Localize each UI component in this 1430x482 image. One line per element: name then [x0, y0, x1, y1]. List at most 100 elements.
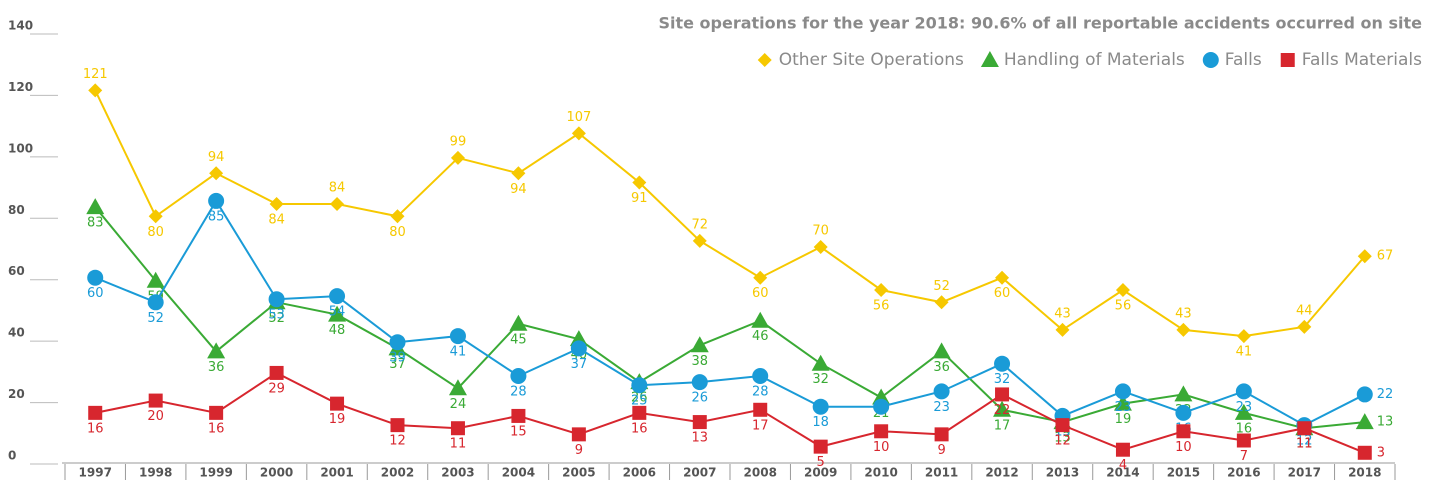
square-marker — [511, 408, 526, 423]
square-marker — [813, 439, 828, 454]
triangle-marker — [509, 314, 528, 331]
x-tick-label: 2001 — [320, 466, 353, 480]
legend-label: Other Site Operations — [779, 50, 964, 70]
data-label: 121 — [83, 67, 108, 82]
data-label: 91 — [631, 191, 648, 206]
data-label: 94 — [208, 150, 225, 165]
data-label: 17 — [752, 418, 769, 433]
data-label: 10 — [873, 440, 890, 455]
data-label: 60 — [87, 286, 104, 301]
data-label: 80 — [147, 225, 164, 240]
data-label: 37 — [571, 357, 588, 372]
y-tick-label: 80 — [8, 203, 25, 217]
circle-marker — [510, 368, 527, 384]
x-tick-label: 2008 — [744, 466, 777, 480]
data-label: 46 — [752, 329, 769, 344]
data-label: 60 — [752, 286, 769, 301]
data-label: 99 — [450, 134, 467, 149]
square-marker — [148, 393, 163, 408]
data-label: 16 — [1236, 421, 1253, 436]
square-marker — [1055, 418, 1070, 433]
x-tick-label: 2018 — [1348, 466, 1381, 480]
circle-marker — [147, 294, 164, 311]
square-marker — [1236, 433, 1251, 448]
data-label: 22 — [1377, 387, 1394, 402]
diamond-marker — [330, 197, 345, 211]
square-marker — [571, 427, 586, 442]
data-label: 83 — [87, 216, 104, 231]
legend-label: Falls — [1225, 50, 1262, 70]
x-tick-label: 2000 — [260, 466, 293, 480]
square-marker — [632, 405, 647, 420]
data-label: 44 — [1296, 303, 1313, 318]
data-label: 7 — [1240, 449, 1248, 464]
diamond-marker — [813, 240, 828, 254]
circle-marker — [933, 383, 950, 400]
x-tick-label: 2004 — [502, 466, 535, 480]
triangle-marker — [207, 342, 226, 359]
diamond-marker — [209, 166, 224, 181]
x-tick-label: 2005 — [562, 466, 595, 480]
x-tick-label: 2006 — [623, 466, 656, 480]
legend-marker — [1280, 53, 1295, 67]
data-label: 84 — [329, 181, 346, 196]
triangle-marker — [1234, 403, 1253, 420]
x-tick-label: 2012 — [985, 466, 1018, 480]
data-label: 16 — [208, 421, 225, 436]
circle-marker — [691, 374, 708, 391]
data-label: 52 — [147, 311, 164, 326]
data-label: 107 — [566, 110, 591, 125]
circle-marker — [994, 355, 1011, 372]
triangle-marker — [448, 379, 467, 396]
legend-marker — [980, 51, 999, 67]
circle-marker — [449, 328, 466, 345]
data-label: 32 — [994, 372, 1011, 387]
data-label: 37 — [389, 357, 406, 372]
data-label: 26 — [631, 391, 648, 406]
data-label: 11 — [450, 437, 467, 452]
data-label: 70 — [812, 224, 829, 239]
circle-marker — [87, 269, 104, 286]
diamond-marker — [269, 197, 284, 211]
circle-marker — [268, 291, 285, 308]
data-label: 11 — [1296, 437, 1313, 452]
data-label: 10 — [1175, 440, 1192, 455]
square-marker — [88, 405, 103, 420]
circle-marker — [752, 368, 769, 384]
data-label: 52 — [933, 279, 950, 294]
square-marker — [1357, 445, 1372, 460]
data-label: 54 — [329, 305, 346, 320]
data-label: 39 — [389, 351, 406, 366]
series: 6052855354394128372526281823321523162312… — [87, 192, 1394, 449]
y-tick-label: 60 — [8, 264, 25, 278]
data-label: 25 — [631, 394, 648, 409]
x-tick-label: 2010 — [864, 466, 897, 480]
triangle-marker — [86, 198, 105, 215]
data-label: 32 — [812, 372, 829, 387]
data-label: 23 — [1236, 400, 1253, 415]
x-tick-label: 2013 — [1046, 466, 1079, 480]
data-label: 9 — [575, 443, 583, 458]
data-label: 38 — [691, 354, 708, 369]
data-label: 45 — [510, 332, 527, 347]
diamond-marker — [1297, 319, 1312, 334]
y-tick-label: 0 — [8, 449, 16, 463]
square-marker — [874, 424, 889, 439]
series-line — [94, 206, 1365, 430]
data-label: 4 — [1119, 458, 1127, 473]
x-tick-label: 2009 — [804, 466, 837, 480]
data-label: 17 — [994, 418, 1011, 433]
circle-marker — [631, 377, 648, 394]
data-label: 56 — [873, 299, 890, 314]
series: 8359365248372445402638463221361713192216… — [86, 198, 1393, 452]
data-label: 28 — [752, 385, 769, 400]
data-label: 26 — [691, 391, 708, 406]
circle-marker — [570, 340, 587, 357]
diamond-marker — [1115, 283, 1130, 297]
data-label: 36 — [208, 360, 225, 375]
triangle-marker — [993, 400, 1012, 417]
circle-marker — [1114, 383, 1131, 400]
legend-label: Handling of Materials — [1004, 50, 1185, 70]
